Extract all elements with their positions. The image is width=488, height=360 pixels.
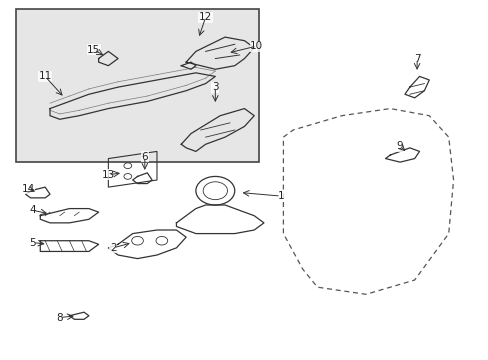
Text: 8: 8 <box>56 312 63 323</box>
Bar <box>16 9 259 162</box>
Text: 4: 4 <box>30 205 36 215</box>
Text: 2: 2 <box>110 243 116 253</box>
Text: 7: 7 <box>413 54 420 64</box>
Text: 11: 11 <box>39 71 52 81</box>
Text: 5: 5 <box>30 238 36 248</box>
Text: 10: 10 <box>249 41 263 51</box>
Text: 12: 12 <box>199 13 212 22</box>
Text: 13: 13 <box>102 170 115 180</box>
Text: 3: 3 <box>212 82 218 92</box>
Text: 6: 6 <box>141 152 148 162</box>
Text: 1: 1 <box>277 191 284 201</box>
Text: 9: 9 <box>396 141 403 151</box>
Text: 14: 14 <box>21 184 35 194</box>
Text: 15: 15 <box>87 45 100 55</box>
